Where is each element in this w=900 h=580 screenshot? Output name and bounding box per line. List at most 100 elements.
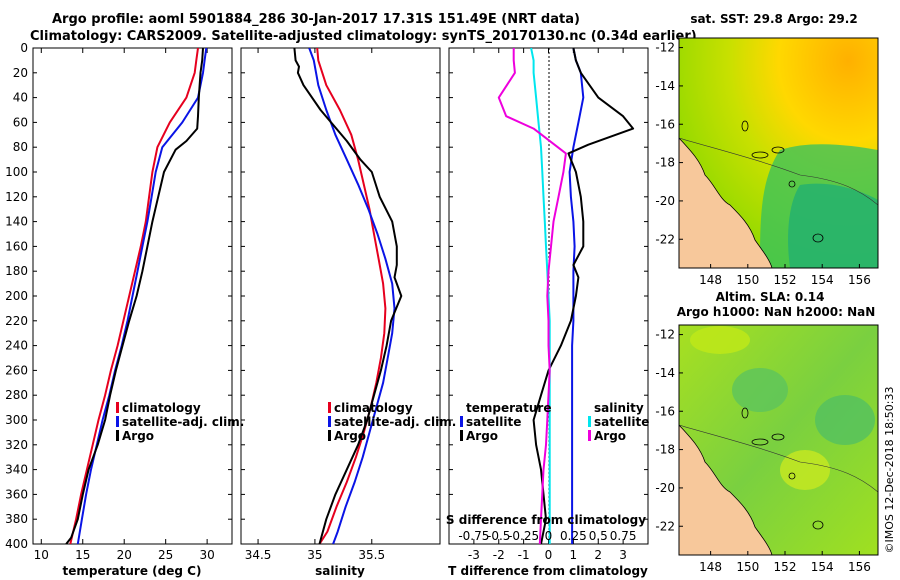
top-tick-label: 0.75: [610, 529, 637, 543]
difference-legend: temperature satellite Argo salinity sate…: [460, 401, 649, 443]
lat-tick-label: -20: [655, 481, 675, 495]
temperature-x-axis: 10 15 20 25 30: [34, 48, 215, 562]
sla-anomaly: [780, 450, 830, 490]
sla-anomaly: [815, 395, 875, 445]
sla-anomaly: [690, 326, 750, 354]
y-tick-label: 140: [5, 215, 28, 229]
y-tick-label: 200: [5, 289, 28, 303]
legend-swatch-t-argo: [460, 430, 463, 441]
y-tick-label: 80: [13, 140, 28, 154]
salinity-x-axis: 34.5 35 35.5: [245, 48, 385, 562]
top-tick-label: 0.5: [589, 529, 608, 543]
lat-tick-label: -12: [655, 41, 675, 55]
x-tick-label: -3: [468, 548, 480, 562]
reef-outline: [812, 520, 824, 530]
sst-australia-land: [679, 137, 773, 268]
reef-outline: [812, 233, 824, 243]
legend-label-argo: Argo: [334, 429, 366, 443]
legend-label-satellite-adj: satellite-adj. clim.: [122, 415, 244, 429]
y-tick-label: 340: [5, 463, 28, 477]
reef-outline: [751, 151, 769, 159]
x-tick-label: 35: [307, 548, 322, 562]
reef-outline: [741, 120, 749, 132]
salinity-plot-frame: [240, 47, 441, 545]
legend-label-t-argo: Argo: [466, 429, 498, 443]
legend-label-argo: Argo: [122, 429, 154, 443]
sst-map-title: sat. SST: 29.8 Argo: 29.2: [690, 12, 857, 26]
sla-map-title-2: Argo h1000: NaN h2000: NaN: [677, 305, 876, 319]
series-line-satellite-adj-clim-: [76, 48, 208, 544]
depth-axis: 0 20 40 60 80 100 120 140 160 180 200 220 240 260 280 3…: [5, 41, 648, 551]
lon-tick-label: 156: [848, 273, 871, 287]
x-tick-label: 34.5: [245, 548, 272, 562]
legend-title-temperature: temperature: [466, 401, 551, 415]
x-tick-label: -2: [493, 548, 505, 562]
top-tick-label: 0: [545, 529, 553, 543]
lat-tick-label: -14: [655, 366, 675, 380]
series-line-climatology: [316, 48, 387, 544]
x-tick-label: 35.5: [358, 548, 385, 562]
lon-tick-label: 152: [774, 273, 797, 287]
legend-swatch-s-argo: [588, 430, 591, 441]
y-tick-label: 160: [5, 239, 28, 253]
lat-tick-label: -22: [655, 232, 675, 246]
sla-australia-land: [679, 424, 773, 555]
legend-swatch-satellite-adj: [116, 416, 119, 427]
lat-tick-label: -12: [655, 328, 675, 342]
legend-label-climatology: climatology: [334, 401, 413, 415]
lon-tick-label: 156: [848, 560, 871, 574]
y-tick-label: 320: [5, 438, 28, 452]
y-tick-label: 60: [13, 115, 28, 129]
lon-tick-label: 154: [811, 273, 834, 287]
legend-swatch-argo: [116, 430, 119, 441]
lat-tick-label: -18: [655, 156, 675, 170]
legend-swatch-satellite-adj: [328, 416, 331, 427]
y-tick-label: 100: [5, 165, 28, 179]
lat-tick-label: -16: [655, 117, 675, 131]
top-tick-label: 0.25: [560, 529, 587, 543]
reef-outline: [751, 438, 769, 446]
sla-map-title-1: Altim. SLA: 0.14: [716, 290, 825, 304]
lat-tick-label: -18: [655, 443, 675, 457]
temperature-legend: climatology satellite-adj. clim. Argo: [116, 401, 244, 443]
legend-label-t-satellite: satellite: [466, 415, 521, 429]
legend-label-s-satellite: satellite: [594, 415, 649, 429]
lon-tick-label: 148: [699, 560, 722, 574]
series-line-argo: [293, 48, 403, 544]
y-tick-label: 360: [5, 487, 28, 501]
legend-swatch-s-satellite: [588, 416, 591, 427]
sla-isobath: [679, 424, 878, 493]
y-tick-label: 40: [13, 91, 28, 105]
sst-map-axes: -12 -14 -16 -18 -20 -22 148 150 152 154 156: [655, 41, 870, 287]
x-tick-label: 25: [158, 548, 173, 562]
y-tick-label: 300: [5, 413, 28, 427]
lat-tick-label: -16: [655, 404, 675, 418]
legend-swatch-t-satellite: [460, 416, 463, 427]
lon-tick-label: 154: [811, 560, 834, 574]
y-tick-label: 240: [5, 339, 28, 353]
temperature-xlabel: temperature (deg C): [63, 564, 202, 578]
header-line-2: Climatology: CARS2009. Satellite-adjuste…: [30, 29, 697, 44]
top-tick-label: -0.75: [458, 529, 489, 543]
salinity-series: [293, 48, 403, 544]
y-tick-label: 280: [5, 388, 28, 402]
reef-outline: [771, 146, 785, 154]
sla-anomaly: [732, 368, 788, 412]
difference-xlabel: T difference from climatology: [448, 564, 648, 578]
legend-swatch-climatology: [328, 402, 331, 413]
y-tick-label: 380: [5, 512, 28, 526]
series-line-salinity-argo: [497, 48, 567, 544]
lat-tick-label: -22: [655, 519, 675, 533]
y-tick-label: 220: [5, 314, 28, 328]
y-tick-label: 20: [13, 66, 28, 80]
lat-tick-label: -20: [655, 194, 675, 208]
sst-map: [679, 38, 878, 268]
reef-outline: [788, 180, 796, 188]
series-line-temperature-argo: [532, 48, 635, 544]
salinity-xlabel: salinity: [315, 564, 365, 578]
x-tick-label: -1: [518, 548, 530, 562]
lon-tick-label: 152: [774, 560, 797, 574]
sst-cool-region: [788, 183, 878, 268]
legend-swatch-argo: [328, 430, 331, 441]
